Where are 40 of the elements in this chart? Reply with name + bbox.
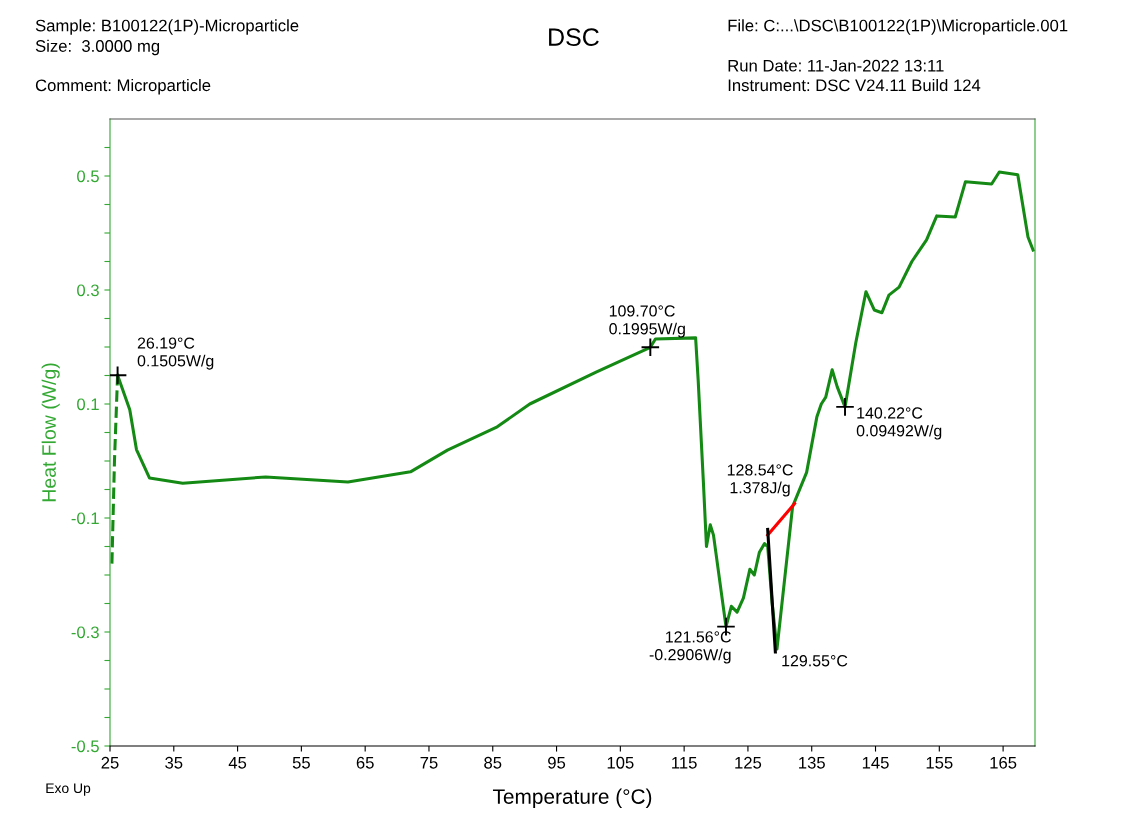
x-tick-label: 165 (990, 756, 1017, 769)
text: File: C:...\DSC\B100122(1P)\Microparticle.001 (728, 19, 1068, 35)
point (640, 337, 661, 358)
y-tick-label: 0.3 (77, 284, 99, 297)
x-tick-label: 45 (228, 757, 247, 769)
y-tick-label: -0.3 (71, 626, 99, 639)
text: Run Date: 11-Jan-2022 13:11 (728, 59, 944, 72)
x-tick-label: 95 (548, 756, 566, 769)
annotation: 129.55°C (782, 655, 848, 667)
annotation: 121.56°C -0.2906W/g (649, 631, 731, 664)
x-tick-label: 65 (356, 756, 374, 769)
x-tick-label: 115 (672, 757, 697, 769)
x-tick-label: 105 (607, 756, 634, 769)
y-axis-title: Heat Flow (W/g) (41, 363, 60, 502)
x-tick-label: 155 (926, 757, 953, 769)
annotation: 109.70°C 0.1995W/g (609, 305, 685, 338)
text: Instrument: DSC V24.11 Build 124 (728, 78, 981, 92)
x-axis-title: Temperature (°C) (492, 788, 652, 809)
annotation: 140.22°C 0.09492W/g (856, 407, 942, 440)
text: Exo Up (46, 783, 91, 796)
chart-title: DSC (549, 28, 599, 46)
point (835, 397, 855, 417)
x-tick-label: 55 (292, 757, 310, 769)
text: Size: 3.0000 mg (35, 39, 160, 56)
annotation: 128.54°C 1.378J/g (727, 464, 793, 497)
x-tick-label: 25 (101, 756, 119, 769)
y-tick-label: -0.1 (71, 512, 99, 525)
y-tick-label: 0.5 (77, 170, 99, 183)
x-tick-label: 85 (484, 756, 502, 769)
y-tick-label: -0.5 (71, 740, 99, 753)
annotation: 26.19°C 0.1505W/g (137, 337, 214, 370)
text: Comment: Microparticle (35, 78, 211, 95)
text: Sample: B100122(1P)-Microparticle (35, 19, 299, 35)
point (110, 365, 128, 385)
x-tick-label: 145 (862, 757, 889, 769)
x-tick-label: 125 (735, 756, 762, 769)
x-tick-label: 135 (799, 756, 825, 769)
x-tick-label: 75 (420, 757, 438, 769)
y-tick-label: 0.1 (77, 398, 99, 411)
x-tick-label: 35 (165, 756, 183, 769)
